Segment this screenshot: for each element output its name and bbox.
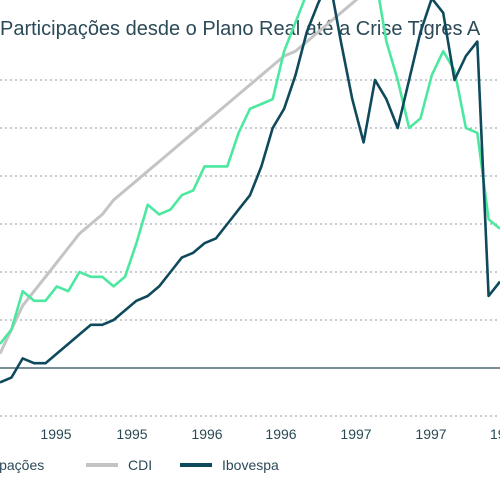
x-tick-label: 1995 (40, 426, 71, 442)
x-tick-label: 1995 (116, 426, 147, 442)
series-line-cdi (0, 0, 359, 355)
series-lines (0, 0, 500, 384)
legend: ipações CDI Ibovespa (0, 457, 500, 479)
legend-swatch-ibovespa (180, 463, 212, 467)
series-line-participacoes (0, 0, 500, 345)
x-axis-ticks: 1995 1995 1996 1996 1997 1997 19 (40, 426, 500, 442)
legend-swatch-cdi (86, 463, 118, 467)
x-tick-label: 1997 (415, 426, 446, 442)
chart-title: Participações desde o Plano Real até a C… (0, 18, 481, 40)
legend-item-cdi: CDI (86, 457, 152, 473)
x-tick-label: 19 (490, 426, 500, 442)
x-tick-label: 1996 (191, 426, 222, 442)
legend-item-participacoes: ipações (0, 457, 44, 473)
legend-label-cdi: CDI (128, 457, 153, 473)
legend-item-ibovespa: Ibovespa (180, 457, 279, 473)
legend-label-ibovespa: Ibovespa (222, 457, 279, 473)
x-tick-label: 1997 (340, 426, 371, 442)
gridlines (0, 79, 500, 417)
series-line-ibovespa (0, 0, 500, 384)
x-tick-label: 1996 (265, 426, 296, 442)
legend-label-participacoes: ipações (0, 457, 45, 473)
